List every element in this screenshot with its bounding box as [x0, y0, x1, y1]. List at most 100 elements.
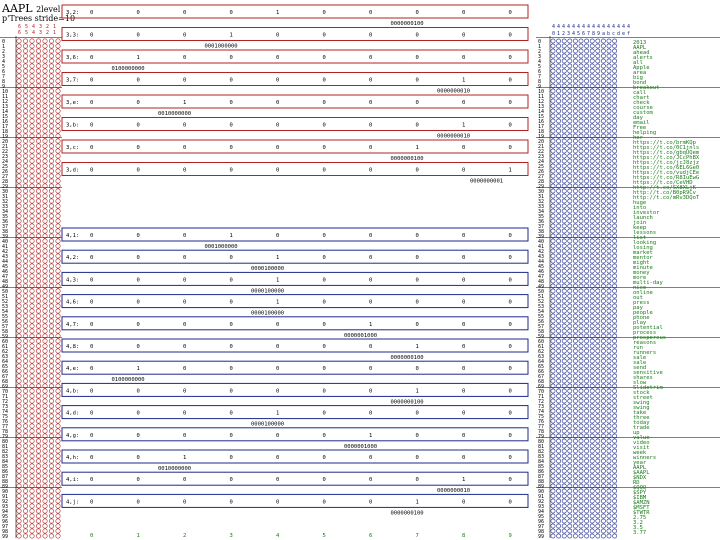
- left-bit-cell: [29, 188, 35, 194]
- left-row-number: 60: [2, 339, 8, 345]
- right-bit-cell: [595, 528, 601, 534]
- right-bit-cell: [567, 528, 573, 534]
- right-bit-cell: [584, 173, 589, 179]
- blue-box-bits: 0000000100: [391, 510, 424, 516]
- right-bit-cell: [595, 503, 601, 509]
- right-bit-cell: [550, 448, 556, 454]
- left-bit-cell: [16, 468, 22, 474]
- red-box-value: 1: [230, 33, 233, 39]
- right-bit-cell: [612, 98, 617, 104]
- right-bit-cell: [601, 358, 606, 364]
- right-bit-cell: [573, 338, 578, 344]
- right-bit-cell: [584, 278, 589, 284]
- left-bit-cell: [35, 308, 41, 314]
- right-bit-cell: [584, 138, 589, 144]
- left-row-number: 46: [2, 269, 8, 275]
- left-bit-cell: [22, 483, 28, 489]
- right-bit-cell: [606, 353, 612, 359]
- right-bit-cell: [601, 233, 606, 239]
- right-bit-cell: [556, 63, 561, 69]
- right-bit-cell: [595, 443, 601, 449]
- blue-box-value: 0: [183, 277, 186, 283]
- right-bit-cell: [601, 448, 606, 454]
- left-bit-cell: [35, 343, 41, 349]
- word-label: Apple: [633, 65, 650, 71]
- left-bit-cell: [16, 453, 22, 459]
- left-bit-cell: [22, 208, 28, 214]
- right-bit-cell: [550, 503, 556, 509]
- right-bit-cell: [573, 68, 578, 74]
- right-bit-cell: [550, 428, 556, 434]
- word-label: market: [633, 250, 653, 256]
- left-bit-cell: [55, 208, 61, 214]
- right-bit-cell: [550, 148, 556, 154]
- right-bit-cell: [612, 268, 617, 274]
- left-bit-cell: [35, 128, 41, 134]
- left-bit-cell: [55, 333, 61, 339]
- right-bit-cell: [573, 393, 578, 399]
- left-bit-cell: [22, 393, 28, 399]
- blue-box-value: 0: [369, 277, 372, 283]
- red-box-value: 0: [416, 168, 419, 174]
- right-bit-cell: [612, 48, 617, 54]
- right-bit-cell: [578, 303, 584, 309]
- left-bit-cell: [35, 513, 41, 519]
- right-bit-cell: [612, 353, 617, 359]
- left-bit-cell: [22, 333, 28, 339]
- right-bit-cell: [601, 283, 606, 289]
- left-bit-cell: [55, 118, 61, 124]
- right-bit-cell: [589, 143, 595, 149]
- right-bit-cell: [601, 103, 606, 109]
- right-row-number: 8: [538, 79, 541, 85]
- word-label: http://t.co/SX8XLjK: [633, 185, 697, 191]
- blue-box-value: 1: [276, 277, 279, 283]
- right-bit-cell: [561, 298, 567, 304]
- red-box-frame: [61, 72, 529, 86]
- right-bit-cell: [589, 533, 595, 539]
- right-bit-cell: [567, 148, 573, 154]
- blue-box-value: 0: [369, 300, 372, 306]
- right-bit-cell: [595, 413, 601, 419]
- right-bit-cell: [578, 278, 584, 284]
- red-box-value: 0: [183, 123, 186, 129]
- right-bit-cell: [578, 508, 584, 514]
- left-bit-cell: [29, 198, 35, 204]
- left-bit-cell: [22, 118, 28, 124]
- right-bit-cell: [612, 158, 617, 164]
- red-box-value: 0: [90, 78, 93, 84]
- left-bit-cell: [55, 148, 61, 154]
- right-bit-cell: [601, 198, 606, 204]
- right-bit-cell: [550, 288, 556, 294]
- right-bit-cell: [589, 278, 595, 284]
- left-bit-cell: [55, 373, 61, 379]
- left-bit-cell: [42, 178, 48, 184]
- right-bit-cell: [556, 163, 561, 169]
- right-bit-cell: [578, 533, 584, 539]
- right-bit-cell: [573, 228, 578, 234]
- left-bit-cell: [16, 368, 22, 374]
- blue-box-value: 0: [183, 366, 186, 372]
- left-bit-cell: [42, 348, 48, 354]
- right-bit-cell: [573, 108, 578, 114]
- right-bit-cell: [606, 78, 612, 84]
- blue-box-value: 0: [183, 499, 186, 505]
- left-row-number: 65: [2, 364, 8, 370]
- right-bit-cell: [573, 438, 578, 444]
- right-bit-cell: [595, 248, 601, 254]
- right-row-number: 12: [538, 99, 544, 105]
- right-bit-cell: [573, 423, 578, 429]
- right-bit-cell: [578, 223, 584, 229]
- right-bit-cell: [561, 523, 567, 529]
- left-bit-cell: [29, 528, 35, 534]
- left-bit-cell: [29, 383, 35, 389]
- right-bit-cell: [567, 473, 573, 479]
- right-bit-cell: [578, 313, 584, 319]
- left-bit-cell: [22, 228, 28, 234]
- left-bit-cell: [48, 198, 54, 204]
- word-label: launch: [633, 215, 653, 221]
- left-bit-cell: [48, 353, 54, 359]
- right-bit-cell: [567, 198, 573, 204]
- right-bit-cell: [612, 338, 617, 344]
- red-box-value: 0: [416, 10, 419, 16]
- right-bit-cell: [612, 148, 617, 154]
